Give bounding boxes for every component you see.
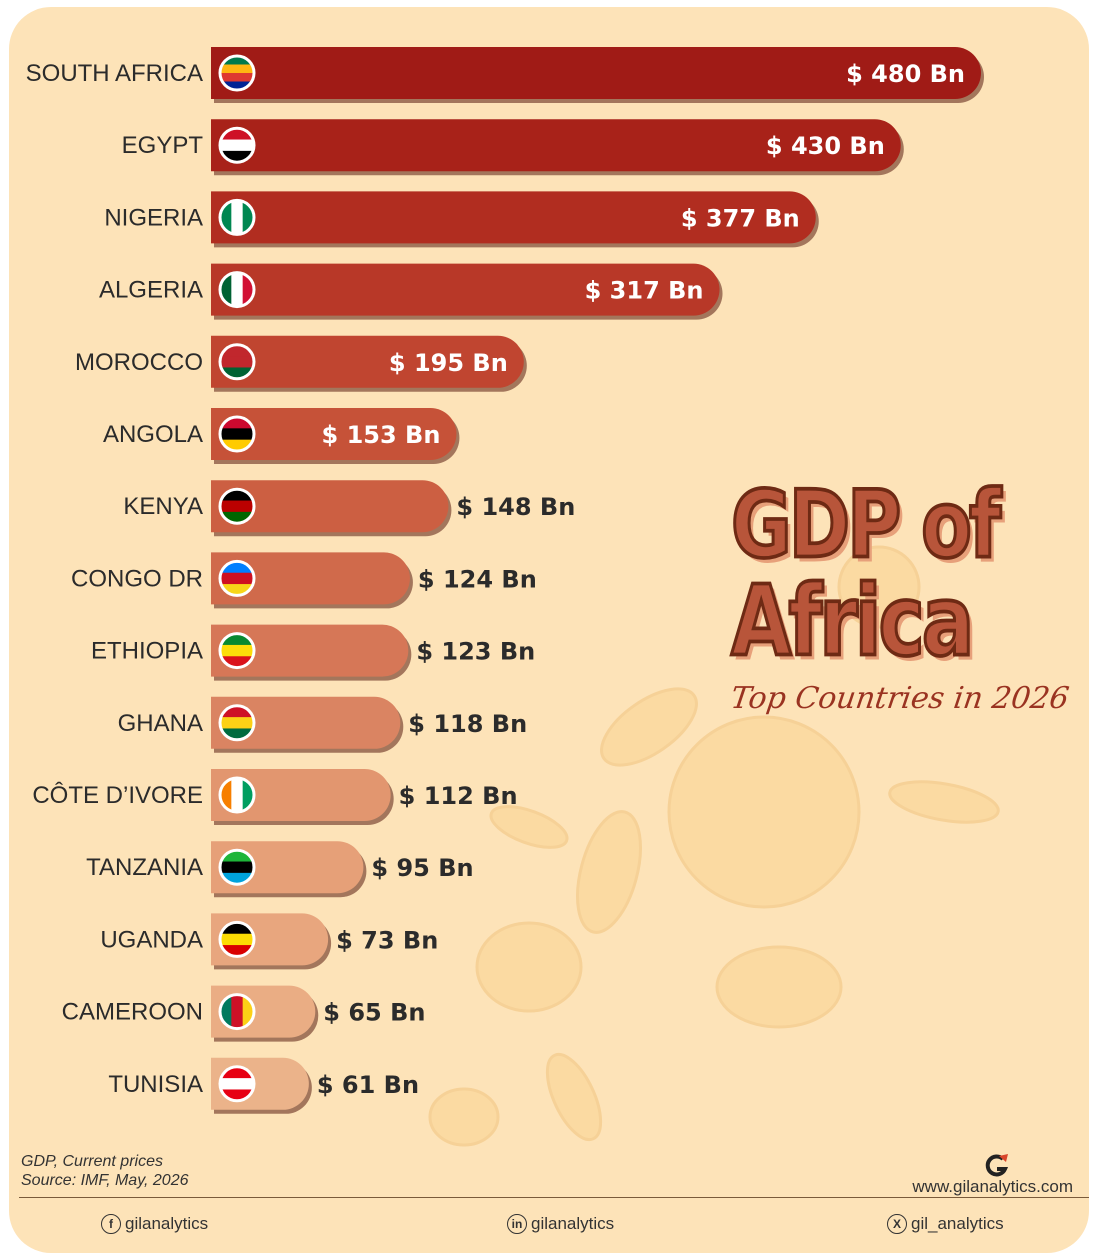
- algeria-flag-icon: [220, 272, 254, 307]
- category-label: MOROCCO: [75, 349, 203, 376]
- chart-subtitle: Top Countries in 2026: [728, 681, 1072, 716]
- bar-c-te-d-ivore: [211, 769, 391, 821]
- bar-angola: [211, 408, 457, 460]
- tanzania-flag-icon: [220, 850, 254, 885]
- x-handle[interactable]: X gil_analytics: [887, 1214, 1004, 1234]
- bar-chart: SOUTH AFRICA $ 480 Bn EGYPT $ 430 Bn NIGERIA…: [26, 47, 984, 1114]
- category-label: GHANA: [118, 710, 203, 737]
- chart-title-block: GDP of Africa Top Countries in 2026: [728, 471, 1072, 716]
- value-label: $ 430 Bn: [766, 132, 885, 160]
- category-label: NIGERIA: [104, 204, 203, 231]
- linkedin-handle[interactable]: in gilanalytics: [507, 1214, 614, 1234]
- website-link[interactable]: www.gilanalytics.com: [912, 1177, 1073, 1196]
- category-label: CÔTE D’IVORE: [32, 781, 203, 809]
- tunisia-flag-icon: [220, 1066, 254, 1101]
- bar-egypt: [211, 119, 901, 172]
- morocco-flag-icon: [220, 344, 254, 379]
- chart-title-line-1: GDP of: [730, 471, 1003, 579]
- value-label: $ 124 Bn: [418, 565, 537, 593]
- coin-background: [428, 545, 1000, 1147]
- facebook-icon: f: [101, 1214, 121, 1234]
- value-label: $ 123 Bn: [416, 638, 535, 666]
- category-label: TUNISIA: [108, 1071, 203, 1098]
- cote-divoire-flag-icon: [220, 778, 254, 812]
- footer-divider: [19, 1197, 1089, 1198]
- value-label: $ 95 Bn: [371, 854, 473, 882]
- south-africa-flag-icon: [220, 56, 254, 90]
- category-label: CONGO DR: [71, 565, 203, 592]
- uganda-flag-icon: [220, 922, 254, 957]
- bar-south-africa: [211, 47, 981, 99]
- value-label: $ 61 Bn: [317, 1071, 419, 1099]
- value-label: $ 112 Bn: [399, 782, 518, 810]
- linkedin-icon: in: [507, 1214, 527, 1234]
- category-label: KENYA: [123, 493, 203, 520]
- category-label: EGYPT: [122, 132, 204, 159]
- value-label: $ 148 Bn: [456, 493, 575, 521]
- category-label: ANGOLA: [103, 421, 203, 448]
- category-label: CAMEROON: [62, 999, 203, 1026]
- kenya-flag-icon: [220, 489, 254, 524]
- bar-congo-dr: [211, 552, 410, 605]
- value-label: $ 73 Bn: [336, 926, 438, 954]
- cameroon-flag-icon: [220, 994, 254, 1029]
- infographic-card: SOUTH AFRICA $ 480 Bn EGYPT $ 430 Bn NIGERIA…: [9, 7, 1089, 1253]
- ethiopia-flag-icon: [220, 633, 254, 668]
- nigeria-flag-icon: [220, 200, 254, 235]
- value-label: $ 377 Bn: [681, 204, 800, 232]
- bar-morocco: [211, 335, 524, 388]
- category-label: ETHIOPIA: [91, 638, 203, 665]
- bar-kenya: [211, 480, 449, 533]
- category-label: ALGERIA: [99, 277, 203, 304]
- footnote-source: Source: IMF, May, 2026: [21, 1172, 189, 1189]
- facebook-handle[interactable]: f gilanalytics: [101, 1214, 208, 1234]
- facebook-handle-text: gilanalytics: [125, 1214, 209, 1233]
- gilanalytics-logo-icon: [985, 1154, 1009, 1177]
- egypt-flag-icon: [220, 128, 254, 163]
- value-label: $ 480 Bn: [846, 60, 965, 88]
- footnote-measure: GDP, Current prices: [21, 1153, 163, 1170]
- value-label: $ 317 Bn: [585, 277, 704, 305]
- value-label: $ 118 Bn: [408, 710, 527, 738]
- x-handle-text: gil_analytics: [911, 1214, 1004, 1233]
- category-label: SOUTH AFRICA: [26, 60, 203, 87]
- chart-title-line-2: Africa: [730, 565, 976, 678]
- value-label: $ 65 Bn: [323, 999, 425, 1027]
- value-label: $ 195 Bn: [389, 349, 508, 377]
- category-label: UGANDA: [100, 926, 203, 953]
- linkedin-handle-text: gilanalytics: [531, 1214, 615, 1233]
- category-label: TANZANIA: [86, 854, 203, 881]
- ghana-flag-icon: [220, 705, 254, 740]
- value-label: $ 153 Bn: [322, 421, 441, 449]
- bar-nigeria: [211, 191, 816, 244]
- bar-algeria: [211, 263, 720, 316]
- x-icon: X: [887, 1214, 907, 1234]
- congo-dr-flag-icon: [220, 561, 254, 596]
- angola-flag-icon: [220, 417, 254, 451]
- bar-ethiopia: [211, 624, 409, 677]
- bar-ghana: [211, 696, 401, 749]
